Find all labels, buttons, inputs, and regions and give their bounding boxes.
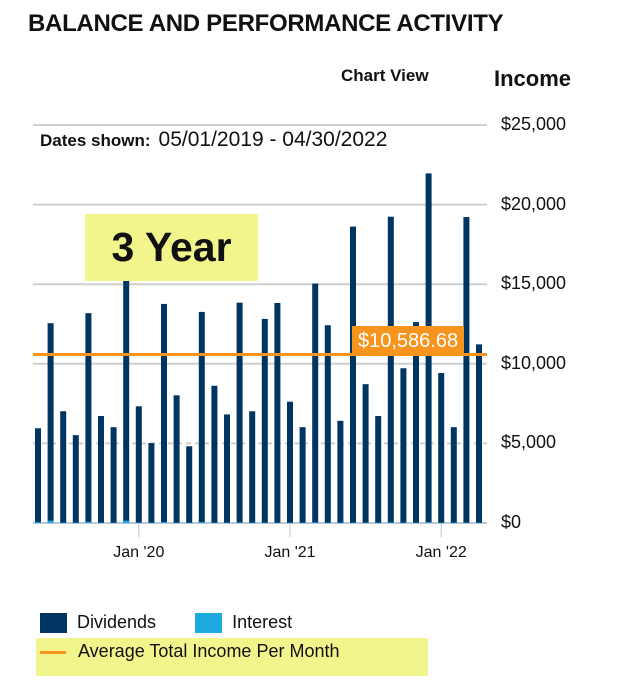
bar-dividends[interactable] xyxy=(438,373,445,523)
legend-average: Average Total Income Per Month xyxy=(36,638,428,676)
bar-dividends[interactable] xyxy=(60,411,67,523)
bar-dividends[interactable] xyxy=(287,401,293,523)
bar-dividends[interactable] xyxy=(350,226,356,524)
bar-interest[interactable] xyxy=(198,522,205,523)
x-tick-label: Jan '21 xyxy=(264,544,316,561)
x-tick-label: Jan '22 xyxy=(415,544,467,561)
bar-dividends[interactable] xyxy=(299,427,306,523)
bar-dividends[interactable] xyxy=(35,428,41,523)
chart-plot xyxy=(33,124,487,537)
bar-dividends[interactable] xyxy=(110,427,117,523)
bar-dividends[interactable] xyxy=(98,416,104,523)
bar-dividends[interactable] xyxy=(123,280,130,523)
x-tick-label: Jan '20 xyxy=(113,544,165,561)
bar-interest[interactable] xyxy=(35,522,41,523)
bar-dividends[interactable] xyxy=(198,311,205,523)
bar-dividends[interactable] xyxy=(375,416,382,523)
bar-dividends[interactable] xyxy=(413,322,419,523)
bar-dividends[interactable] xyxy=(337,420,344,523)
bar-dividends[interactable] xyxy=(450,427,457,523)
legend-interest: Interest xyxy=(232,612,293,632)
y-tick-label: $20,000 xyxy=(501,193,567,214)
bar-dividends[interactable] xyxy=(135,406,142,523)
bar-interest[interactable] xyxy=(312,522,319,523)
bar-dividends[interactable] xyxy=(236,302,243,523)
bar-interest[interactable] xyxy=(47,520,54,523)
bar-dividends[interactable] xyxy=(72,435,79,523)
y-tick-label: $15,000 xyxy=(501,273,567,294)
bar-dividends[interactable] xyxy=(224,414,230,523)
bar-dividends[interactable] xyxy=(400,368,407,523)
bar-dividends[interactable] xyxy=(362,384,369,523)
page-title: BALANCE AND PERFORMANCE ACTIVITY xyxy=(28,10,504,37)
legend: Dividends Interest xyxy=(40,612,293,634)
bar-dividends[interactable] xyxy=(463,217,470,524)
chart-view-link[interactable]: Chart View xyxy=(341,66,429,85)
interest-swatch xyxy=(195,613,223,634)
bar-dividends[interactable] xyxy=(186,446,193,523)
bar-dividends[interactable] xyxy=(476,344,482,523)
income-heading: Income xyxy=(494,66,572,91)
bar-dividends[interactable] xyxy=(211,385,218,523)
bar-dividends[interactable] xyxy=(148,443,155,523)
y-tick-label: $25,000 xyxy=(501,114,567,134)
bar-interest[interactable] xyxy=(425,522,432,523)
dates-value: 05/01/2019 - 04/30/2022 xyxy=(158,128,388,151)
bar-dividends[interactable] xyxy=(324,325,331,523)
bar-dividends[interactable] xyxy=(387,216,394,523)
y-tick-label: $0 xyxy=(501,512,522,532)
bar-dividends[interactable] xyxy=(85,313,92,523)
bar-dividends[interactable] xyxy=(261,318,268,523)
average-value-label: $10,586.68 xyxy=(352,326,465,357)
bar-dividends[interactable] xyxy=(47,323,54,523)
period-badge: 3 Year xyxy=(85,214,258,281)
average-line-swatch xyxy=(40,650,66,654)
bar-dividends[interactable] xyxy=(249,411,256,523)
y-tick-label: $5,000 xyxy=(501,432,557,453)
y-tick-label: $10,000 xyxy=(501,352,567,373)
dividends-swatch xyxy=(40,613,67,634)
bar-interest[interactable] xyxy=(161,522,167,523)
bar-interest[interactable] xyxy=(236,522,243,523)
bar-dividends[interactable] xyxy=(161,303,167,523)
bar-dividends[interactable] xyxy=(312,283,319,523)
dates-label: Dates shown: xyxy=(40,131,151,150)
bar-dividends[interactable] xyxy=(274,302,281,523)
dates-shown: Dates shown: 05/01/2019 - 04/30/2022 xyxy=(40,128,387,152)
bar-interest[interactable] xyxy=(85,521,92,523)
bar-interest[interactable] xyxy=(387,522,394,523)
legend-dividends: Dividends xyxy=(77,612,157,632)
legend-average-label: Average Total Income Per Month xyxy=(78,641,340,661)
bar-dividends[interactable] xyxy=(173,395,180,523)
bar-interest[interactable] xyxy=(123,520,130,523)
